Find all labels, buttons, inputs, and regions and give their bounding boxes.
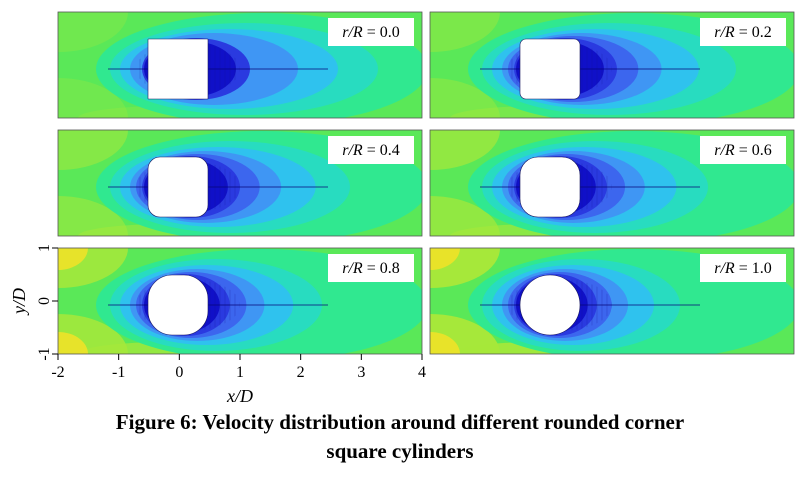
cylinder: [147, 274, 209, 336]
contour-panel: r/R = 0.2: [429, 11, 795, 119]
contour-region: [58, 196, 128, 236]
x-tick-label: 4: [418, 364, 426, 381]
x-tick-label: 2: [297, 364, 305, 381]
x-tick-label: -2: [51, 364, 64, 381]
contour-region: [430, 130, 500, 170]
contour-region: [58, 332, 88, 354]
y-tick-label: -1: [36, 347, 53, 360]
ratio-label-box: [328, 136, 414, 164]
ratio-label: r/R = 0.8: [342, 260, 399, 277]
ratio-label: r/R = 0.6: [714, 142, 771, 159]
contour-region: [58, 78, 128, 118]
cylinder: [147, 156, 209, 218]
ratio-label: r/R = 0.2: [714, 24, 771, 41]
x-axis-label: x/D: [226, 386, 253, 406]
contour-region: [430, 332, 460, 354]
y-axis-label: y/D: [9, 288, 29, 316]
contour-region: [430, 248, 460, 270]
ratio-label: r/R = 0.4: [342, 142, 399, 159]
panel-border: [57, 11, 423, 119]
x-tick-label: 3: [357, 364, 365, 381]
ratio-label-box: [328, 254, 414, 282]
panel-border: [429, 247, 795, 355]
x-tick-label: 1: [236, 364, 244, 381]
y-tick-label: 0: [36, 297, 53, 305]
ratio-label: r/R = 1.0: [714, 260, 771, 277]
ratio-label-box: [328, 18, 414, 46]
contour-region: [58, 12, 128, 52]
x-tick-label: 0: [175, 364, 183, 381]
contour-panels: r/R = 0.0 r/R = 0.2 r/R = 0.4 r/R = 0.6 r/R …: [57, 11, 795, 355]
ratio-label: r/R = 0.0: [342, 24, 399, 41]
cylinder: [519, 274, 581, 336]
velocity-figure: r/R = 0.0 r/R = 0.2 r/R = 0.4 r/R = 0.6 r/R …: [9, 11, 795, 406]
x-tick-label: -1: [112, 364, 125, 381]
ratio-label-box: [700, 254, 786, 282]
panel-border: [57, 129, 423, 237]
contour-panel: r/R = 0.6: [429, 129, 795, 237]
ratio-label-box: [700, 18, 786, 46]
contour-panel: r/R = 0.8: [57, 247, 423, 355]
ratio-label-box: [700, 136, 786, 164]
cylinder: [519, 156, 581, 218]
panel-border: [429, 129, 795, 237]
contour-region: [58, 130, 128, 170]
cylinder: [147, 38, 209, 100]
caption-line-2: square cylinders: [326, 439, 474, 463]
contour-panel: r/R = 1.0: [429, 247, 795, 355]
contour-region: [430, 78, 500, 118]
contour-panel: r/R = 0.4: [57, 129, 423, 237]
contour-region: [430, 12, 500, 52]
contour-region: [430, 196, 500, 236]
cylinder: [519, 38, 581, 100]
contour-panel: r/R = 0.0: [57, 11, 423, 119]
axes: -2 -1 0 1 2 3 4 1 0 -1 x/D y/D: [9, 244, 426, 406]
panel-border: [429, 11, 795, 119]
contour-region: [58, 248, 88, 270]
y-tick-label: 1: [36, 244, 53, 252]
figure-caption: Figure 6: Velocity distribution around d…: [0, 408, 800, 466]
caption-line-1: Figure 6: Velocity distribution around d…: [115, 410, 685, 434]
